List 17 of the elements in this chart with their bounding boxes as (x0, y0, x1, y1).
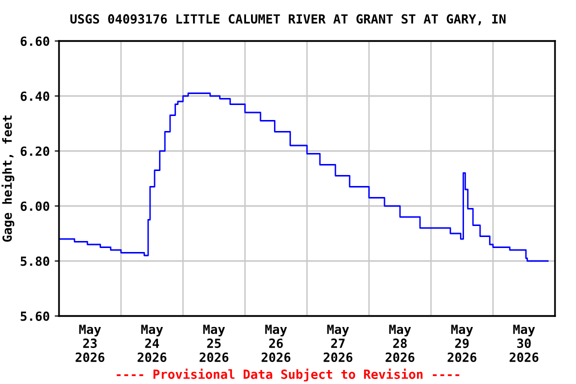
y-tick-label: 5.60 (20, 311, 50, 321)
y-tick-label: 6.40 (20, 91, 50, 101)
y-tick-label: 6.00 (20, 201, 50, 211)
y-axis-title: Gage height, feet (2, 116, 14, 242)
text: ---- Provisional Data Subject to Revision ---- (116, 368, 460, 382)
chart-title: USGS 04093176 LITTLE CALUMET RIVER AT GRANT ST AT GARY, IN (70, 14, 506, 26)
x-tick-label: May 28 2026 (386, 324, 414, 362)
x-tick-label: May 29 2026 (448, 324, 476, 362)
x-tick-label: May 27 2026 (324, 324, 352, 362)
x-tick-label: May 26 2026 (262, 324, 290, 362)
y-tick-label: 6.20 (20, 146, 50, 156)
y-tick-label: 6.60 (20, 36, 50, 46)
y-tick-label: 5.80 (20, 256, 50, 266)
x-tick-label: May 30 2026 (510, 324, 538, 362)
x-tick-label: May 23 2026 (76, 324, 104, 362)
x-tick-label: May 24 2026 (138, 324, 166, 362)
x-tick-label: May 25 2026 (200, 324, 228, 362)
